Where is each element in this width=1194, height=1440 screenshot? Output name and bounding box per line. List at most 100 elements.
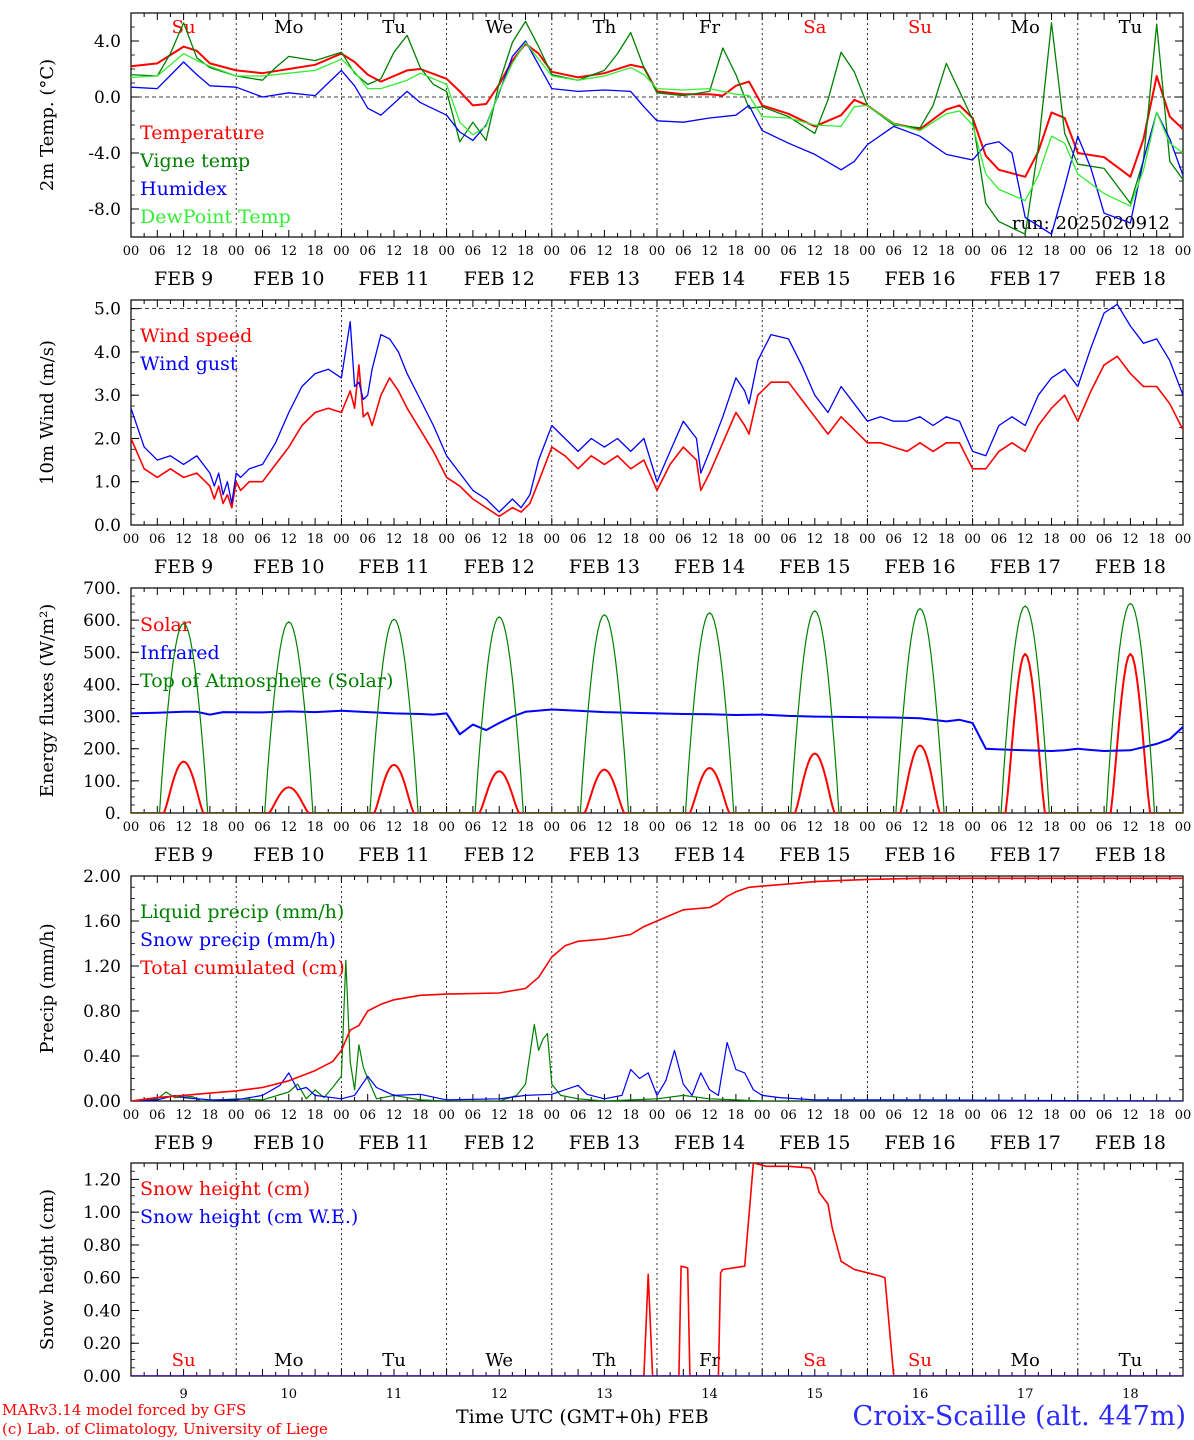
hour-tick-label: 00 xyxy=(228,532,245,547)
run-label: run: 2025020912 xyxy=(1012,213,1170,234)
legend-entry: Top of Atmosphere (Solar) xyxy=(140,670,393,692)
hour-tick-label: 00 xyxy=(754,532,771,547)
hour-tick-label: 12 xyxy=(701,244,718,259)
day-name-label: Sa xyxy=(803,1350,826,1371)
hour-tick-label: 12 xyxy=(175,532,192,547)
day-number-label: 17 xyxy=(1017,1387,1034,1400)
hour-tick-label: 18 xyxy=(307,244,324,259)
day-name-label: Fr xyxy=(699,17,720,38)
hour-tick-label: 06 xyxy=(254,1108,271,1123)
hour-tick-label: 12 xyxy=(491,532,508,547)
date-label: FEB 18 xyxy=(1095,556,1166,578)
hour-tick-label: 18 xyxy=(938,532,955,547)
legend-entry: Vigne temp xyxy=(139,150,250,172)
date-label: FEB 11 xyxy=(358,844,429,866)
hour-tick-label: 18 xyxy=(517,532,534,547)
hour-tick-label: 18 xyxy=(412,532,429,547)
hour-tick-label: 00 xyxy=(859,820,876,835)
y-tick-label: 0.0 xyxy=(94,88,121,108)
hour-tick-label: 18 xyxy=(728,532,745,547)
hour-tick-label: 00 xyxy=(544,820,561,835)
hour-tick-label: 12 xyxy=(701,820,718,835)
hour-tick-label: 12 xyxy=(386,532,403,547)
hour-tick-label: 06 xyxy=(1096,820,1113,835)
date-label: FEB 11 xyxy=(358,556,429,578)
hour-tick-label: 00 xyxy=(964,820,981,835)
hour-tick-label: 06 xyxy=(359,244,376,259)
hour-tick-label: 18 xyxy=(307,532,324,547)
date-label: FEB 9 xyxy=(154,268,213,290)
day-name-label: Su xyxy=(172,1350,196,1371)
hour-tick-label: 00 xyxy=(649,820,666,835)
date-label: FEB 13 xyxy=(569,268,640,290)
y-tick-label: 3.0 xyxy=(94,386,121,406)
hour-tick-label: 00 xyxy=(964,532,981,547)
hour-tick-label: 18 xyxy=(1148,1108,1165,1123)
hour-tick-label: 18 xyxy=(622,244,639,259)
hour-tick-label: 12 xyxy=(912,532,929,547)
y-tick-label: 0.80 xyxy=(83,1236,121,1256)
y-axis-title: Energy fluxes (W/m²) xyxy=(37,604,58,798)
hour-tick-label: 00 xyxy=(544,244,561,259)
hour-tick-label: 06 xyxy=(465,532,482,547)
hour-tick-label: 06 xyxy=(675,532,692,547)
legend-entry: Temperature xyxy=(140,122,264,144)
hour-tick-label: 00 xyxy=(123,532,140,547)
hour-tick-label: 12 xyxy=(1017,820,1034,835)
hour-tick-label: 12 xyxy=(807,820,824,835)
date-label: FEB 12 xyxy=(464,844,535,866)
date-label: FEB 10 xyxy=(253,844,324,866)
legend-entry: Snow precip (mm/h) xyxy=(140,929,336,951)
hour-tick-label: 00 xyxy=(333,1108,350,1123)
x-axis-title-text: Time UTC (GMT+0h) xyxy=(456,1406,662,1428)
y-tick-label: 1.0 xyxy=(94,473,121,493)
hour-tick-label: 18 xyxy=(1043,532,1060,547)
hour-tick-label: 18 xyxy=(938,820,955,835)
date-label: FEB 10 xyxy=(253,1132,324,1154)
y-tick-label: -8.0 xyxy=(88,200,121,220)
hour-tick-label: 00 xyxy=(228,244,245,259)
day-number-label: 18 xyxy=(1122,1387,1139,1400)
hour-tick-label: 06 xyxy=(780,1108,797,1123)
hour-tick-label: 18 xyxy=(622,1108,639,1123)
date-label: FEB 14 xyxy=(674,268,745,290)
hour-tick-label: 18 xyxy=(517,1108,534,1123)
hour-tick-label: 06 xyxy=(359,532,376,547)
panel-wind: 0.0 1.0 2.0 3.0 4.0 5.0 10m Wind (m/s) 00 06 12 18… xyxy=(37,299,1191,578)
hour-tick-label: 12 xyxy=(175,244,192,259)
hour-tick-label: 12 xyxy=(596,244,613,259)
date-label: FEB 13 xyxy=(569,556,640,578)
hour-tick-label: 06 xyxy=(570,1108,587,1123)
y-tick-label: 0.20 xyxy=(83,1334,121,1354)
hour-tick-label: 00 xyxy=(859,532,876,547)
date-label: FEB 17 xyxy=(990,556,1061,578)
date-label: FEB 13 xyxy=(569,1132,640,1154)
hour-tick-label: 00 xyxy=(123,820,140,835)
y-tick-label: 0. xyxy=(105,804,121,824)
hour-tick-label: 18 xyxy=(202,244,219,259)
hour-tick-label: 18 xyxy=(517,820,534,835)
hour-tick-label: 12 xyxy=(491,820,508,835)
hour-tick-label: 06 xyxy=(885,820,902,835)
series-line-vigne-temp xyxy=(131,20,1183,235)
hour-tick-label: 00 xyxy=(1070,1108,1087,1123)
hour-tick-label: 06 xyxy=(675,820,692,835)
hour-tick-label: 12 xyxy=(1122,820,1139,835)
y-tick-label: 0.00 xyxy=(83,1367,121,1387)
y-tick-label: 0.0 xyxy=(94,516,121,536)
hour-tick-label: 00 xyxy=(123,1108,140,1123)
y-tick-label: 2.00 xyxy=(83,867,121,887)
date-label: FEB 15 xyxy=(779,1132,850,1154)
y-tick-label: 4.0 xyxy=(94,32,121,52)
hour-tick-label: 12 xyxy=(807,532,824,547)
legend-entry: Wind gust xyxy=(140,353,238,375)
date-label: FEB 17 xyxy=(990,844,1061,866)
hour-tick-label: 18 xyxy=(728,820,745,835)
hour-tick-label: 00 xyxy=(964,1108,981,1123)
hour-tick-label: 00 xyxy=(333,820,350,835)
panel-energy: 0. 100. 200. 300. 400. 500. 600. 700. Energy flu… xyxy=(37,579,1191,866)
series-line-infrared xyxy=(131,708,1183,752)
hour-tick-label: 00 xyxy=(1070,244,1087,259)
series-line-top-of-atmosphere-solar- xyxy=(131,602,1183,813)
day-number-label: 13 xyxy=(596,1387,613,1400)
